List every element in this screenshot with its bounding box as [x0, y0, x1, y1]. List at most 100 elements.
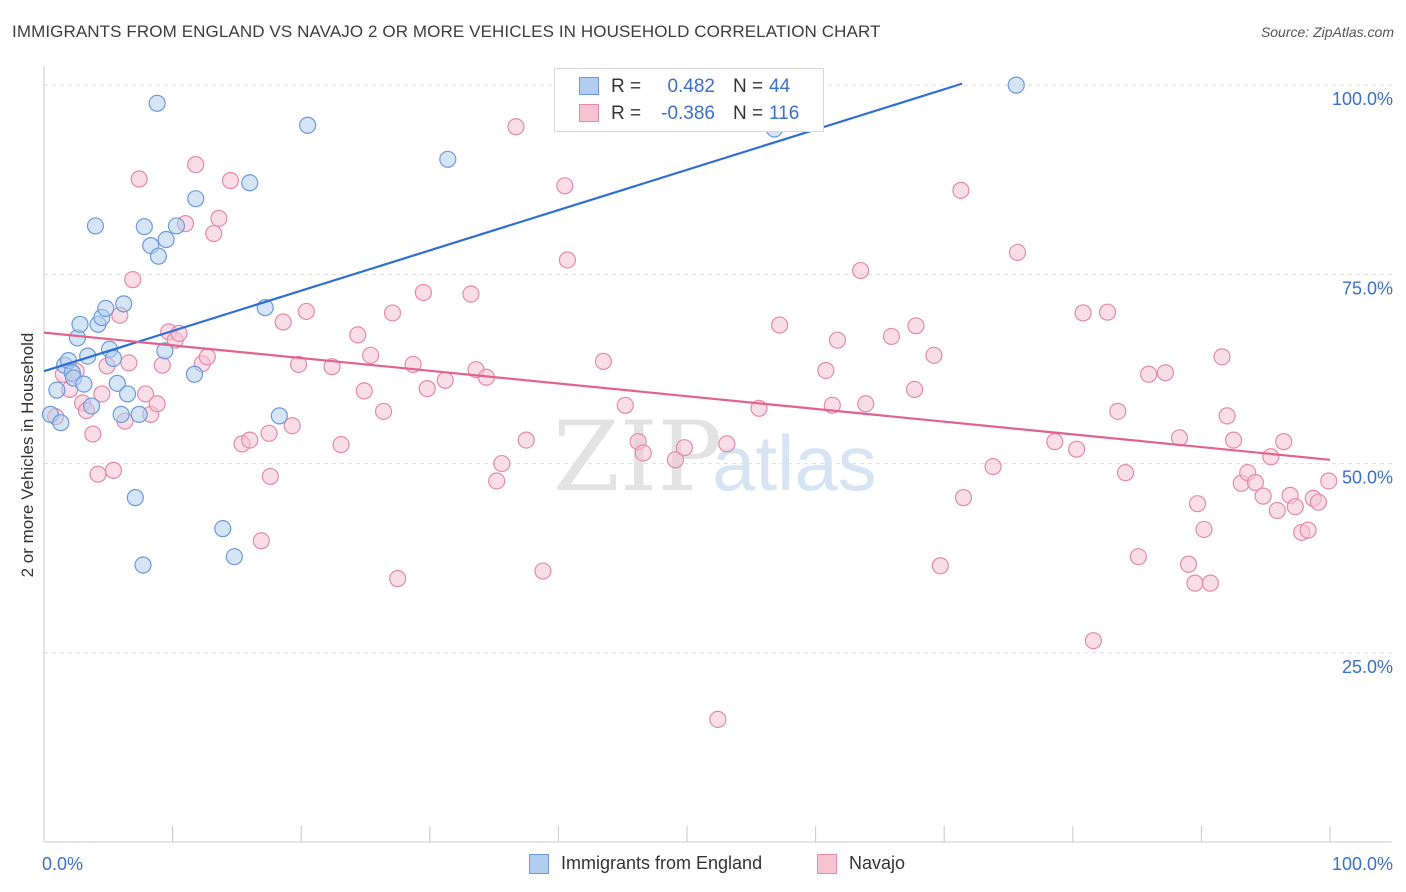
- series-label-england: Immigrants from England: [561, 853, 763, 873]
- legend-r-value-england: 0.482: [667, 76, 715, 97]
- navajo-points: [46, 118, 1338, 728]
- england-point: [1007, 76, 1025, 94]
- navajo-point: [93, 385, 111, 403]
- england-point: [71, 315, 89, 333]
- navajo-point: [1262, 448, 1280, 466]
- navajo-point: [383, 304, 402, 322]
- legend-swatch-england: [579, 77, 599, 95]
- england-point: [167, 217, 186, 235]
- navajo-point: [89, 465, 107, 483]
- england-point: [104, 349, 123, 367]
- navajo-point: [355, 382, 373, 400]
- watermark-atlas: atlas: [712, 419, 877, 507]
- navajo-point: [1188, 495, 1207, 513]
- england-point: [48, 381, 66, 399]
- england-point: [115, 295, 133, 313]
- navajo-point: [931, 557, 949, 575]
- navajo-point: [1074, 304, 1092, 322]
- england-point: [130, 405, 148, 423]
- navajo-point: [1129, 548, 1147, 566]
- england-point: [156, 342, 174, 360]
- series-legend: Immigrants from England Navajo: [0, 852, 1406, 878]
- series-swatch-navajo: [817, 854, 837, 874]
- navajo-point: [534, 562, 552, 580]
- legend-r-label: R =: [611, 76, 642, 97]
- navajo-trend-line: [43, 331, 1331, 461]
- england-point: [134, 556, 152, 574]
- england-point: [82, 397, 101, 415]
- navajo-point: [882, 327, 901, 346]
- england-point: [270, 407, 288, 425]
- navajo-point: [907, 317, 925, 335]
- england-point: [214, 520, 232, 538]
- england-point: [75, 375, 93, 393]
- england-point: [118, 385, 137, 403]
- navajo-point: [221, 171, 240, 190]
- navajo-point: [210, 209, 228, 227]
- navajo-point: [104, 461, 123, 479]
- navajo-point: [709, 710, 727, 728]
- navajo-point: [261, 467, 279, 486]
- navajo-point: [436, 371, 454, 389]
- x-tick-label: 100.0%: [1332, 854, 1393, 874]
- y-tick-label: 25.0%: [1342, 657, 1393, 677]
- navajo-point: [1046, 433, 1064, 451]
- navajo-point: [241, 431, 259, 449]
- legend-n-label: N =: [733, 76, 764, 97]
- navajo-point: [770, 316, 789, 334]
- navajo-point: [84, 425, 102, 443]
- navajo-point: [616, 396, 634, 414]
- gridlines: [44, 84, 1392, 654]
- navajo-point: [323, 358, 341, 376]
- x-tick-label: 0.0%: [42, 854, 83, 874]
- navajo-point: [130, 170, 148, 188]
- england-point: [225, 548, 243, 566]
- navajo-point: [332, 436, 350, 454]
- navajo-point: [558, 251, 577, 269]
- y-tick-label: 100.0%: [1332, 89, 1393, 109]
- navajo-point: [1218, 407, 1236, 425]
- navajo-point: [1286, 498, 1304, 516]
- england-point: [108, 374, 126, 392]
- navajo-point: [252, 532, 270, 550]
- navajo-point: [1213, 348, 1231, 366]
- navajo-point: [418, 380, 436, 398]
- navajo-point: [1224, 431, 1243, 449]
- navajo-point: [666, 451, 685, 469]
- navajo-point: [1068, 440, 1086, 458]
- england-point: [187, 190, 205, 208]
- navajo-point: [594, 352, 613, 370]
- navajo-point: [925, 346, 943, 364]
- y-tick-label: 50.0%: [1342, 468, 1393, 488]
- england-point: [97, 299, 115, 318]
- series-swatch-england: [529, 854, 549, 874]
- navajo-point: [1201, 574, 1220, 592]
- navajo-point: [1309, 493, 1328, 511]
- navajo-point: [718, 435, 736, 453]
- navajo-point: [1299, 521, 1317, 539]
- y-tick-label: 75.0%: [1342, 278, 1393, 298]
- chart-title: IMMIGRANTS FROM ENGLAND VS NAVAJO 2 OR M…: [12, 22, 881, 41]
- navajo-point: [1186, 574, 1204, 592]
- england-point: [126, 489, 144, 507]
- navajo-point: [906, 380, 924, 398]
- navajo-point: [952, 181, 970, 199]
- y-axis-title-wrap: 2 or more Vehicles in Household: [14, 70, 42, 840]
- navajo-point: [1109, 402, 1127, 420]
- watermark: ZIP atlas: [553, 401, 877, 513]
- navajo-point: [1008, 243, 1027, 262]
- navajo-point: [1268, 501, 1286, 520]
- legend-n-label: N =: [733, 103, 764, 124]
- axes: [43, 66, 1392, 843]
- legend-n-value-england: 44: [769, 76, 791, 97]
- navajo-point: [1246, 473, 1265, 492]
- navajo-point: [389, 570, 407, 588]
- navajo-point: [1320, 472, 1338, 490]
- england-point: [299, 116, 317, 134]
- england-point: [185, 365, 204, 383]
- legend-n-value-navajo: 116: [769, 103, 800, 124]
- navajo-point: [1195, 520, 1213, 539]
- england-point: [241, 174, 259, 192]
- navajo-point: [148, 395, 166, 413]
